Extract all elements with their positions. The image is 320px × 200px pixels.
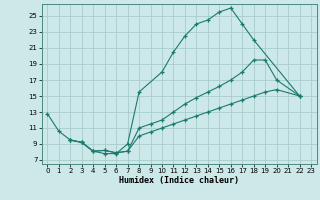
X-axis label: Humidex (Indice chaleur): Humidex (Indice chaleur) <box>119 176 239 185</box>
